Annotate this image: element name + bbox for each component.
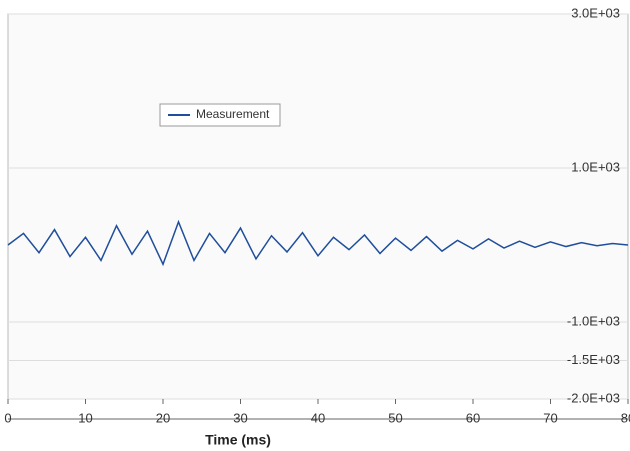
series-line xyxy=(7,219,629,267)
y-tick-label: 1.0E+03 xyxy=(571,159,620,174)
x-tick-label: 50 xyxy=(388,410,402,425)
legend xyxy=(159,103,281,127)
x-tick-label: 0 xyxy=(4,410,11,425)
x-tick-label: 30 xyxy=(233,410,247,425)
x-tick-label: 10 xyxy=(78,410,92,425)
y-tick-label: -1.0E+03 xyxy=(567,313,620,328)
x-tick-label: 80 xyxy=(621,410,630,425)
y-tick-label: -1.5E+03 xyxy=(567,352,620,367)
plot-area xyxy=(7,13,629,400)
x-tick-label: 70 xyxy=(543,410,557,425)
x-axis-title: Time (ms) xyxy=(205,432,271,448)
x-tick-label: 40 xyxy=(311,410,325,425)
y-tick-label: 3.0E+03 xyxy=(571,5,620,20)
x-tick-label: 60 xyxy=(466,410,480,425)
x-tick-label: 20 xyxy=(156,410,170,425)
legend-label: Measurement xyxy=(196,107,270,121)
y-tick-label: -2.0E+03 xyxy=(567,390,620,405)
